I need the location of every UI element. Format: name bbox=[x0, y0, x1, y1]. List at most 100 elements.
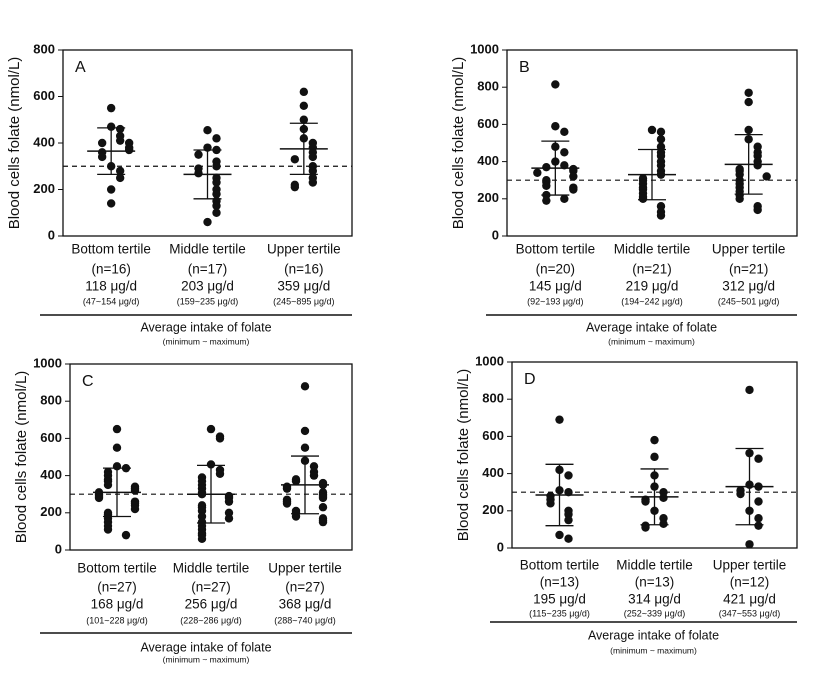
data-point bbox=[94, 493, 104, 503]
y-tick-label: 1000 bbox=[33, 355, 62, 370]
category-n: (n=13) bbox=[540, 575, 579, 590]
data-point bbox=[203, 217, 212, 227]
data-point bbox=[106, 103, 116, 113]
data-point bbox=[300, 382, 310, 391]
data-point bbox=[203, 126, 212, 135]
x-axis-title: Average intake of folate bbox=[140, 640, 271, 654]
data-point bbox=[745, 540, 754, 549]
data-point bbox=[744, 97, 753, 107]
data-point bbox=[551, 122, 560, 131]
data-point bbox=[560, 127, 569, 137]
category-intake: 118 μg/d bbox=[85, 279, 137, 294]
data-point bbox=[318, 503, 328, 512]
data-point bbox=[542, 181, 551, 190]
data-point bbox=[106, 185, 116, 194]
category-intake: 256 μg/d bbox=[185, 597, 238, 612]
y-tick-label: 0 bbox=[55, 541, 62, 556]
category-name: Bottom tertile bbox=[77, 561, 157, 576]
category-range: (228~286 μg/d) bbox=[180, 615, 241, 625]
category-range: (245~895 μg/d) bbox=[273, 296, 334, 306]
data-point bbox=[659, 519, 668, 529]
y-tick-label: 200 bbox=[482, 502, 504, 517]
category-n: (n=20) bbox=[536, 262, 575, 277]
data-point bbox=[564, 534, 573, 543]
category-intake: 168 μg/d bbox=[91, 597, 144, 612]
category-intake: 314 μg/d bbox=[628, 592, 681, 607]
category-intake: 421 μg/d bbox=[723, 592, 776, 607]
data-point bbox=[106, 199, 116, 208]
data-point bbox=[97, 152, 107, 162]
data-point bbox=[103, 525, 113, 534]
category-n: (n=21) bbox=[632, 262, 671, 277]
category-name: Upper tertile bbox=[268, 561, 342, 576]
data-point bbox=[212, 134, 221, 143]
category-name: Upper tertile bbox=[712, 242, 786, 257]
data-point bbox=[300, 443, 310, 452]
category-name: Upper tertile bbox=[713, 558, 787, 573]
data-point bbox=[206, 424, 216, 434]
category-n: (n=12) bbox=[730, 575, 769, 590]
data-point bbox=[212, 201, 221, 210]
data-point bbox=[647, 125, 657, 135]
panel: A Blood cells folate (nmol/L) 0 200 400 600 80… bbox=[6, 41, 353, 346]
data-point bbox=[744, 88, 753, 97]
y-tick-label: 400 bbox=[482, 465, 504, 480]
data-point bbox=[656, 211, 666, 220]
data-point bbox=[659, 493, 668, 502]
data-point bbox=[291, 512, 301, 521]
y-tick-label: 1000 bbox=[470, 41, 499, 56]
data-point bbox=[533, 168, 542, 177]
data-point bbox=[291, 476, 301, 486]
data-point bbox=[754, 514, 763, 523]
category-name: Middle tertile bbox=[169, 242, 246, 257]
category-range: (347~553 μg/d) bbox=[719, 608, 780, 618]
panel-label: A bbox=[75, 59, 86, 76]
category-name: Middle tertile bbox=[614, 242, 691, 257]
data-point bbox=[115, 166, 125, 176]
data-point bbox=[290, 182, 300, 192]
y-axis-label: Blood cells folate (nmol/L) bbox=[6, 57, 23, 230]
y-tick-label: 400 bbox=[33, 134, 55, 149]
category-intake: 219 μg/d bbox=[626, 279, 679, 294]
data-point bbox=[112, 424, 122, 434]
data-point bbox=[212, 162, 221, 171]
data-point bbox=[112, 443, 122, 452]
category-intake: 368 μg/d bbox=[279, 597, 332, 612]
category-n: (n=16) bbox=[284, 262, 323, 277]
data-point bbox=[546, 499, 555, 508]
plot-frame bbox=[511, 361, 798, 549]
data-point bbox=[299, 87, 309, 97]
y-tick-label: 200 bbox=[33, 181, 55, 196]
category-intake: 145 μg/d bbox=[529, 279, 582, 294]
data-point bbox=[224, 497, 234, 506]
category-range: (101~228 μg/d) bbox=[86, 615, 147, 625]
data-point bbox=[560, 148, 569, 157]
data-point bbox=[215, 434, 225, 443]
category-n: (n=27) bbox=[285, 580, 324, 595]
data-point bbox=[299, 115, 309, 124]
data-point bbox=[753, 161, 762, 170]
data-point bbox=[197, 534, 207, 544]
category-range: (245~501 μg/d) bbox=[718, 296, 779, 306]
data-point bbox=[308, 178, 318, 187]
category-intake: 312 μg/d bbox=[722, 279, 775, 294]
y-tick-label: 0 bbox=[48, 227, 55, 242]
x-axis-subtitle: (minimum ~ maximum) bbox=[608, 336, 695, 346]
category-n: (n=17) bbox=[188, 262, 227, 277]
data-point bbox=[569, 172, 578, 181]
y-tick-label: 0 bbox=[497, 539, 504, 554]
category-name: Bottom tertile bbox=[520, 558, 600, 573]
data-point bbox=[754, 497, 763, 506]
panel: C Blood cells folate (nmol/L) 0 200 400 600 80… bbox=[13, 355, 353, 664]
y-tick-label: 600 bbox=[482, 428, 504, 443]
data-point bbox=[656, 127, 666, 137]
panel: B Blood cells folate (nmol/L) 0 200 400 600 80… bbox=[450, 41, 798, 346]
data-point bbox=[103, 480, 113, 490]
data-point bbox=[115, 136, 125, 145]
data-point bbox=[194, 169, 203, 178]
panel-label: B bbox=[519, 59, 530, 76]
data-point bbox=[300, 426, 310, 436]
data-point bbox=[212, 178, 221, 187]
data-point bbox=[212, 208, 221, 217]
